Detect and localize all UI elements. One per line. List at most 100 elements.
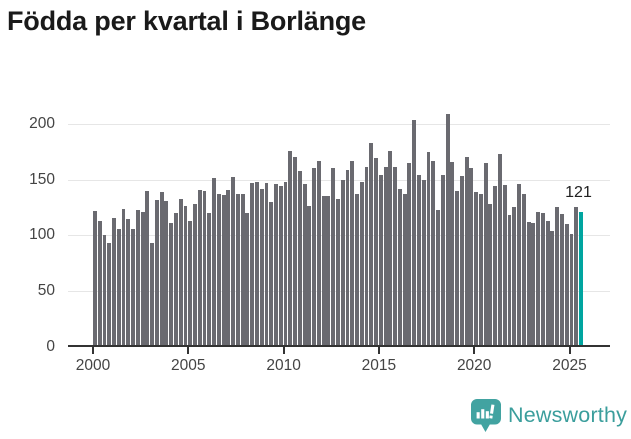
- bar: [507, 215, 512, 347]
- bar: [345, 169, 350, 347]
- bar: [307, 206, 312, 347]
- bar: [121, 208, 126, 347]
- bar: [102, 235, 107, 347]
- bar: [183, 206, 188, 347]
- bar: [197, 189, 202, 347]
- bar: [112, 217, 116, 347]
- bar: [178, 198, 183, 347]
- x-tick-label: 2010: [266, 357, 301, 374]
- bar: [202, 190, 207, 347]
- bar: [169, 223, 174, 347]
- bar: [131, 228, 135, 347]
- bar: [355, 194, 359, 347]
- x-tick-label: 2000: [75, 357, 111, 374]
- bar: [440, 175, 445, 347]
- x-tick: [282, 346, 285, 354]
- bar: [374, 158, 379, 347]
- bar: [364, 167, 369, 347]
- bar: [340, 179, 345, 347]
- bar: [145, 190, 150, 347]
- bar: [455, 190, 460, 347]
- bar: [412, 120, 417, 347]
- bar: [154, 199, 159, 347]
- bar: [517, 184, 521, 347]
- bar: [383, 167, 388, 347]
- bar: [579, 211, 583, 347]
- bar: [274, 184, 278, 347]
- bar: [545, 220, 550, 347]
- bar: [269, 201, 274, 347]
- x-tick: [377, 346, 380, 354]
- y-tick-label: 150: [29, 170, 55, 188]
- bar: [574, 207, 579, 347]
- bar: [488, 204, 493, 347]
- bar: [474, 191, 479, 347]
- bar: [397, 188, 402, 347]
- bar: [331, 168, 336, 347]
- bar: [278, 186, 283, 347]
- bar: [226, 189, 231, 347]
- y-tick-label: 200: [29, 114, 55, 132]
- bar: [521, 194, 526, 347]
- x-tick-label: 2015: [361, 357, 397, 374]
- bar: [193, 204, 197, 347]
- bar: [512, 207, 517, 347]
- bar: [150, 243, 155, 347]
- bar: [188, 220, 193, 347]
- bar: [255, 181, 259, 347]
- bar: [421, 179, 426, 347]
- bar: [126, 218, 131, 347]
- bar: [359, 181, 364, 347]
- x-tick: [568, 346, 571, 354]
- bar: [93, 210, 97, 347]
- bar: [293, 157, 298, 347]
- bar: [564, 224, 569, 347]
- bar: [321, 196, 326, 347]
- bar: [402, 194, 407, 347]
- newsworthy-logo[interactable]: Newsworthy: [471, 399, 627, 432]
- x-tick-label: 2005: [171, 357, 206, 374]
- bar: [536, 211, 541, 347]
- bar: [407, 162, 412, 347]
- bar: [436, 209, 440, 347]
- bar: [288, 150, 293, 347]
- bar: [259, 188, 264, 347]
- bar: [378, 175, 383, 347]
- bar: [555, 207, 560, 347]
- bar: [116, 228, 121, 347]
- bar: [159, 191, 164, 347]
- bar: [450, 161, 455, 347]
- bar: [302, 184, 307, 347]
- bar: [464, 157, 469, 347]
- bar: [250, 182, 255, 347]
- x-tick-label: 2020: [456, 357, 492, 374]
- newsworthy-bars-icon: [471, 399, 501, 432]
- gridline: [68, 123, 610, 125]
- bar: [97, 220, 102, 347]
- bar: [135, 209, 140, 347]
- bar: [107, 243, 112, 347]
- bar: [493, 186, 498, 347]
- bar: [297, 170, 302, 347]
- bar: [221, 195, 226, 347]
- newsworthy-wordmark: Newsworthy: [508, 403, 628, 427]
- bar: [388, 150, 393, 347]
- bar: [312, 168, 317, 347]
- bar: [526, 222, 531, 347]
- bar: [478, 194, 483, 347]
- bar: [140, 211, 145, 347]
- x-tick: [473, 346, 476, 354]
- chart-title: Födda per kvartal i Borlänge: [7, 6, 366, 36]
- last-value-label: 121: [565, 183, 592, 201]
- bar: [417, 175, 421, 347]
- bar: [550, 230, 555, 347]
- y-tick-label: 50: [37, 282, 55, 300]
- bar: [235, 194, 240, 347]
- bar: [393, 167, 398, 347]
- bar: [174, 213, 178, 347]
- bar: [207, 213, 212, 347]
- bar: [559, 214, 564, 347]
- bar: [469, 168, 474, 347]
- bar: [245, 213, 250, 347]
